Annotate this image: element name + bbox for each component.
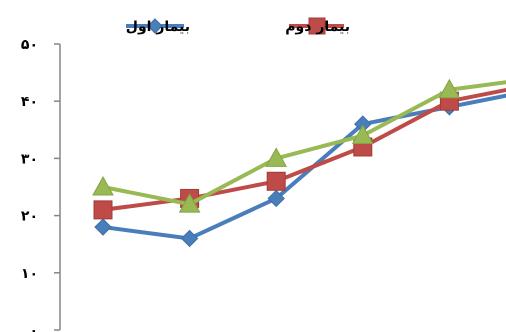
legend: بیمار اول بیمار دوم — [126, 17, 350, 35]
y-tick-label: ۲۰ — [21, 209, 38, 225]
series-2-point — [93, 200, 113, 220]
legend-label-series-1: بیمار اول — [126, 19, 190, 35]
y-axis-ticks: ۰ ۱۰ ۲۰ ۳۰ ۴۰ ۵۰ — [21, 37, 60, 332]
series-3-point — [92, 175, 114, 196]
series-3-point — [178, 193, 201, 213]
legend-marker-series-2 — [308, 17, 326, 35]
series-3-point — [351, 124, 374, 145]
series-1-point — [267, 189, 285, 208]
series-layer — [92, 78, 506, 248]
y-tick-label: ۱۰ — [21, 266, 38, 282]
legend-item-series-2: بیمار دوم — [285, 17, 350, 35]
y-tick-label: ۴۰ — [21, 94, 38, 110]
series-1-point — [180, 229, 199, 248]
series-1-point — [94, 218, 112, 236]
y-tick-label: ۰ — [29, 323, 38, 332]
legend-item-series-1: بیمار اول — [126, 18, 190, 35]
series-3-point — [265, 147, 288, 167]
series-3-line — [102, 80, 506, 207]
series-1-line — [102, 93, 506, 241]
y-tick-label: ۳۰ — [21, 151, 38, 167]
series-3-point — [438, 78, 461, 99]
series-1 — [94, 93, 506, 248]
series-3 — [92, 78, 506, 213]
series-2-point — [266, 171, 286, 191]
legend-marker-series-1 — [147, 18, 163, 34]
y-tick-label: ۵۰ — [21, 37, 38, 53]
legend-label-series-2: بیمار دوم — [285, 19, 350, 35]
